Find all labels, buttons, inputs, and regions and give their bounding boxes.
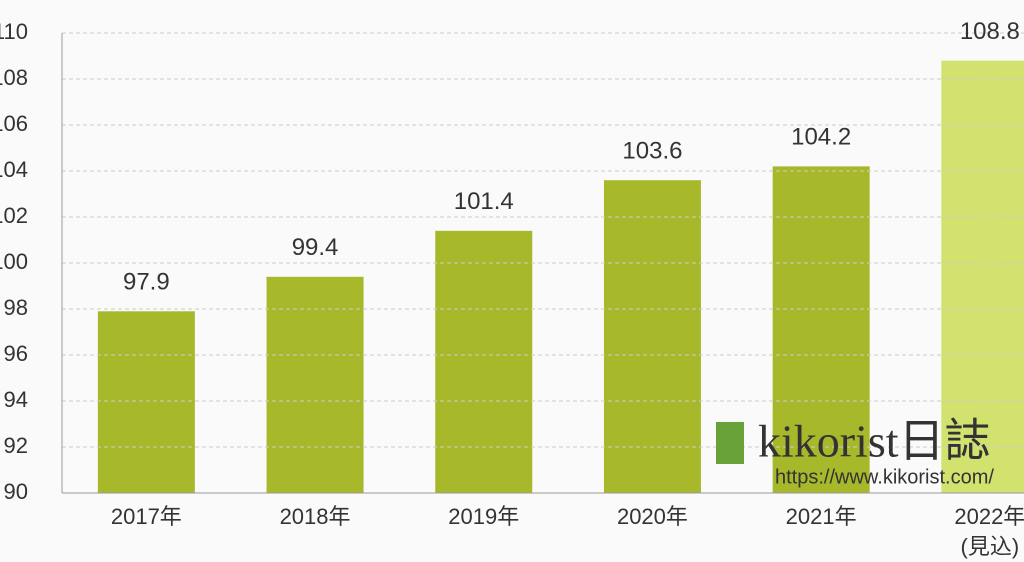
bar bbox=[603, 180, 701, 493]
page: kikorist日誌 https://www.kikorist.com/ 90 9… bbox=[0, 17, 1024, 559]
y-tick-label: 94 bbox=[4, 387, 28, 412]
x-tick-label: 2020年 bbox=[616, 504, 688, 529]
bar bbox=[266, 276, 364, 493]
value-label: 104.2 bbox=[791, 124, 851, 151]
bar bbox=[97, 311, 195, 493]
value-label: 97.9 bbox=[123, 269, 170, 296]
y-tick-label: 98 bbox=[4, 295, 28, 320]
value-label: 101.4 bbox=[454, 188, 514, 215]
x-tick-label: 2018年 bbox=[279, 504, 351, 529]
y-tick-label: 104 bbox=[0, 157, 28, 182]
watermark-url: https://www.kikorist.com/ bbox=[775, 466, 994, 488]
x-tick-label: 2019年 bbox=[448, 504, 520, 529]
bar bbox=[772, 166, 870, 493]
y-tick-label: 106 bbox=[0, 111, 28, 136]
y-tick-label: 110 bbox=[0, 19, 28, 44]
x-tick-label: 2017年 bbox=[110, 504, 182, 529]
value-label: 99.4 bbox=[292, 234, 339, 261]
y-tick-label: 108 bbox=[0, 65, 28, 90]
x-tick-label: 2021年 bbox=[785, 504, 857, 529]
y-tick-label: 102 bbox=[0, 203, 28, 228]
bar bbox=[941, 60, 1024, 493]
bar bbox=[435, 230, 533, 494]
watermark-name: kikorist日誌 bbox=[758, 416, 991, 467]
value-label: 108.8 bbox=[960, 18, 1020, 45]
y-tick-label: 92 bbox=[4, 433, 28, 458]
x-tick-label: 2022年 (見込) bbox=[954, 504, 1024, 559]
logo-icon bbox=[716, 422, 744, 464]
chart: kikorist日誌 https://www.kikorist.com/ 90 9… bbox=[0, 18, 1024, 504]
y-tick-label: 90 bbox=[4, 479, 28, 504]
value-label: 103.6 bbox=[622, 138, 682, 165]
y-tick-label: 100 bbox=[0, 249, 28, 274]
y-tick-label: 96 bbox=[4, 341, 28, 366]
